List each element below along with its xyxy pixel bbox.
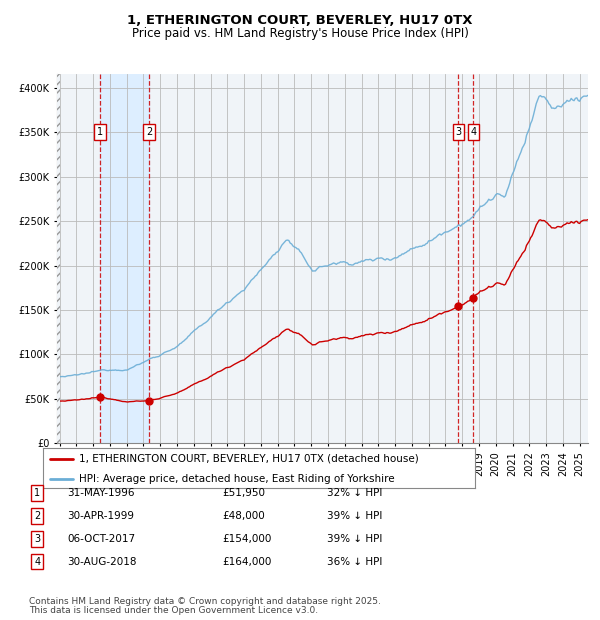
Point [95,392,105,402]
Point [469,293,478,303]
Text: 1, ETHERINGTON COURT, BEVERLEY, HU17 0TX (detached house): 1, ETHERINGTON COURT, BEVERLEY, HU17 0TX… [79,453,418,464]
Text: 2: 2 [146,127,152,137]
Bar [100,74,149,443]
Text: 32% ↓ HPI: 32% ↓ HPI [327,488,382,498]
Point [454,301,463,311]
Point [144,396,154,405]
Text: 36% ↓ HPI: 36% ↓ HPI [327,557,382,567]
Text: 31-MAY-1996: 31-MAY-1996 [67,488,134,498]
Text: 30-APR-1999: 30-APR-1999 [67,511,134,521]
Text: £164,000: £164,000 [222,557,271,567]
Text: HPI: Average price, detached house, East Riding of Yorkshire: HPI: Average price, detached house, East… [79,474,394,484]
Text: 1, ETHERINGTON COURT, BEVERLEY, HU17 0TX: 1, ETHERINGTON COURT, BEVERLEY, HU17 0TX [127,14,473,27]
Text: 39% ↓ HPI: 39% ↓ HPI [327,534,382,544]
Text: 2: 2 [34,511,40,521]
Text: 30-AUG-2018: 30-AUG-2018 [67,557,137,567]
Text: Contains HM Land Registry data © Crown copyright and database right 2025.: Contains HM Land Registry data © Crown c… [29,597,380,606]
Bar [57,74,59,443]
Text: 4: 4 [470,127,476,137]
Text: This data is licensed under the Open Government Licence v3.0.: This data is licensed under the Open Gov… [29,606,318,615]
Text: £48,000: £48,000 [222,511,265,521]
Text: 39% ↓ HPI: 39% ↓ HPI [327,511,382,521]
Text: Price paid vs. HM Land Registry's House Price Index (HPI): Price paid vs. HM Land Registry's House … [131,27,469,40]
Text: 3: 3 [455,127,461,137]
Text: £154,000: £154,000 [222,534,271,544]
Text: 06-OCT-2017: 06-OCT-2017 [67,534,136,544]
Text: 1: 1 [34,488,40,498]
Text: 4: 4 [34,557,40,567]
Text: 1: 1 [97,127,103,137]
Text: 3: 3 [34,534,40,544]
Text: £51,950: £51,950 [222,488,265,498]
